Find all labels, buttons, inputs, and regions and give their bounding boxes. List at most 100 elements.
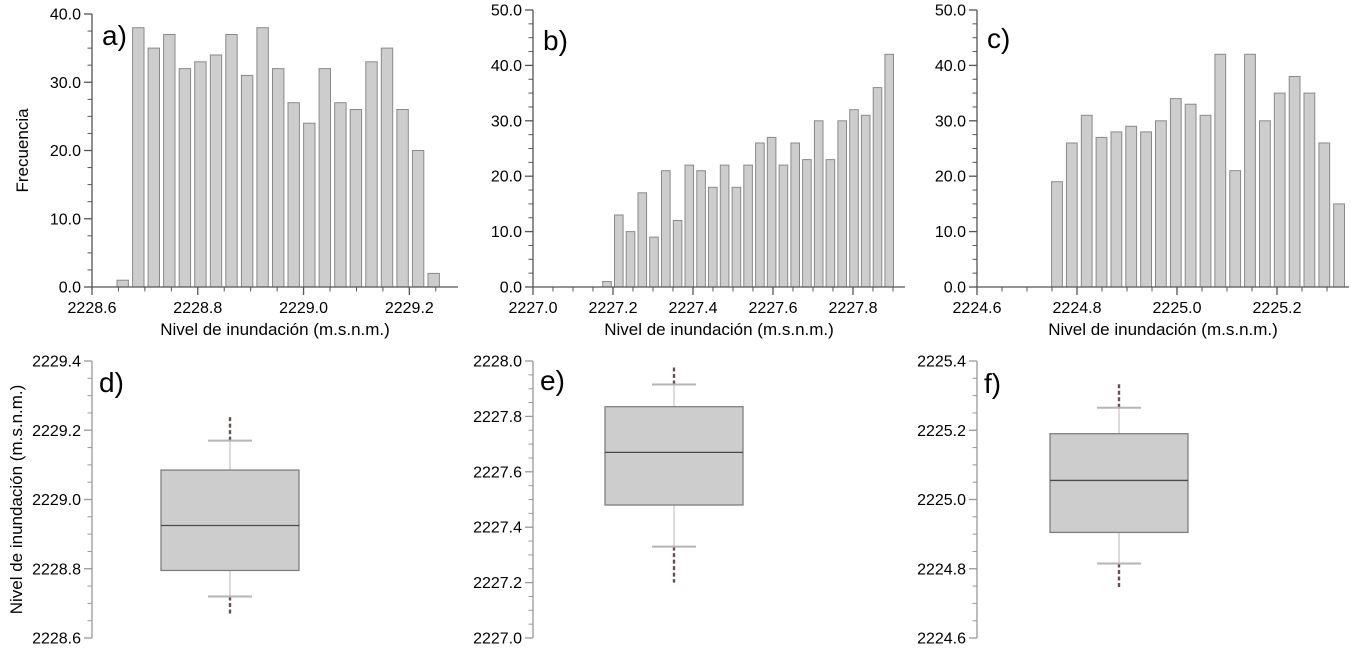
histogram-bar <box>731 186 742 288</box>
histogram-bar <box>240 74 254 288</box>
box-iqr <box>160 469 300 572</box>
x-tick-label: 2227.0 <box>509 300 558 317</box>
histogram-bar <box>719 164 730 288</box>
histogram-bar <box>1244 53 1256 288</box>
histogram-bar <box>256 27 269 288</box>
histogram-bar <box>625 231 636 288</box>
x-tick-label: 2225.0 <box>1153 300 1202 317</box>
y-tick-label: 2227.2 <box>473 575 522 592</box>
histogram-bar <box>1155 120 1167 288</box>
y-tick-label: 2229.0 <box>32 492 81 509</box>
histogram-bar <box>813 120 824 288</box>
x-axis-title: Nivel de inundación (m.s.n.m.) <box>604 320 834 339</box>
panel-letter: e) <box>540 365 565 396</box>
panel-e-boxplot: 2227.0 2227.2 2227.4 2227.6 2227.8 2228.0 e) <box>473 354 744 648</box>
histogram-bar <box>1214 53 1227 288</box>
histogram-bar <box>380 47 394 288</box>
histogram-bar <box>318 68 332 288</box>
histogram-bar <box>411 150 425 288</box>
y-tick-label: 40.0 <box>491 58 522 75</box>
histogram-bar <box>602 281 612 288</box>
histogram-bar <box>637 192 648 288</box>
histogram-bar <box>837 120 848 288</box>
histogram-bar <box>696 170 706 288</box>
x-tick-label: 2227.2 <box>589 300 638 317</box>
histogram-bar <box>1065 142 1078 288</box>
panel-b-histogram: 0.0 10.0 20.0 30.0 40.0 50.0 2227.0 2227.2 2227.… <box>491 3 905 339</box>
histogram-bar <box>1259 120 1271 288</box>
histogram-bar <box>194 61 207 288</box>
histogram-bar <box>427 272 440 288</box>
x-tick-label: 2225.2 <box>1253 300 1302 317</box>
histogram-bar <box>132 27 145 288</box>
histogram-bar <box>790 142 801 288</box>
x-tick-label: 2229.0 <box>279 300 328 317</box>
box-iqr <box>1049 433 1189 534</box>
histogram-bar <box>1199 114 1212 288</box>
x-tick-label: 2228.6 <box>68 300 117 317</box>
histogram-bar <box>743 164 753 288</box>
y-axis-title: Nivel de inundación (m.s.n.m.) <box>7 385 26 615</box>
y-tick-label: 10.0 <box>50 211 81 228</box>
histogram-bar <box>225 34 238 288</box>
y-tick-label: 2225.0 <box>917 492 966 509</box>
histogram-bar <box>209 54 223 288</box>
panel-d-boxplot: 2228.6 2228.8 2229.0 2229.2 2229.4 Nivel de i… <box>7 354 300 648</box>
histogram-bar <box>287 102 300 288</box>
y-tick-label: 30.0 <box>935 113 966 130</box>
y-tick-label: 40.0 <box>935 58 966 75</box>
y-tick-label: 20.0 <box>50 143 81 160</box>
panel-letter: a) <box>102 20 127 51</box>
x-axis-title: Nivel de inundación (m.s.n.m.) <box>1048 320 1278 339</box>
y-tick-label: 2229.2 <box>32 423 81 440</box>
histogram-bar <box>802 159 812 288</box>
y-tick-label: 2224.8 <box>917 561 966 578</box>
y-tick-label: 50.0 <box>935 3 966 20</box>
histogram-bar <box>661 170 671 288</box>
histogram-bar <box>1125 125 1138 288</box>
histogram-bar <box>860 114 871 288</box>
x-tick-label: 2227.4 <box>669 300 718 317</box>
histogram-bar <box>708 186 718 288</box>
y-tick-label: 50.0 <box>491 3 522 20</box>
y-tick-label: 30.0 <box>50 75 81 92</box>
histogram-bar <box>884 53 895 288</box>
panel-letter: c) <box>987 23 1010 54</box>
y-tick-label: 40.0 <box>50 7 81 24</box>
histogram-bar <box>766 136 777 288</box>
box-iqr <box>604 406 744 506</box>
histogram-bar <box>147 47 161 288</box>
histogram-bar <box>684 164 695 288</box>
y-tick-label: 0.0 <box>59 280 81 297</box>
histogram-bar <box>672 220 683 288</box>
y-tick-label: 2224.6 <box>917 631 966 648</box>
histogram-bar <box>1184 103 1197 288</box>
panel-f-boxplot: 2224.6 2224.8 2225.0 2225.2 2225.4 f) <box>917 354 1189 648</box>
histogram-bar <box>614 214 624 288</box>
histogram-bar <box>163 34 176 288</box>
histogram-bar <box>365 61 378 288</box>
y-tick-label: 2225.4 <box>917 354 966 371</box>
histogram-bar <box>872 87 883 288</box>
histogram-bar <box>1169 98 1182 288</box>
y-tick-label: 2228.6 <box>32 631 81 648</box>
histogram-bar <box>396 109 409 288</box>
histogram-bar <box>1095 136 1108 288</box>
y-tick-label: 2227.6 <box>473 464 522 481</box>
y-tick-label: 2228.0 <box>473 354 522 371</box>
x-axis-title: Nivel de inundación (m.s.n.m.) <box>160 320 390 339</box>
histogram-bar <box>849 109 859 288</box>
y-tick-label: 2227.0 <box>473 631 522 648</box>
y-tick-label: 20.0 <box>935 169 966 186</box>
histogram-bar <box>116 279 129 288</box>
y-tick-label: 10.0 <box>935 224 966 241</box>
histogram-bar <box>272 68 285 288</box>
y-tick-label: 0.0 <box>944 280 966 297</box>
histogram-bar <box>1110 131 1123 288</box>
panel-letter: b) <box>543 25 568 56</box>
histogram-bar <box>1140 131 1152 288</box>
histogram-bar <box>755 142 765 288</box>
histogram-bar <box>303 122 316 288</box>
y-tick-label: 2228.8 <box>32 561 81 578</box>
